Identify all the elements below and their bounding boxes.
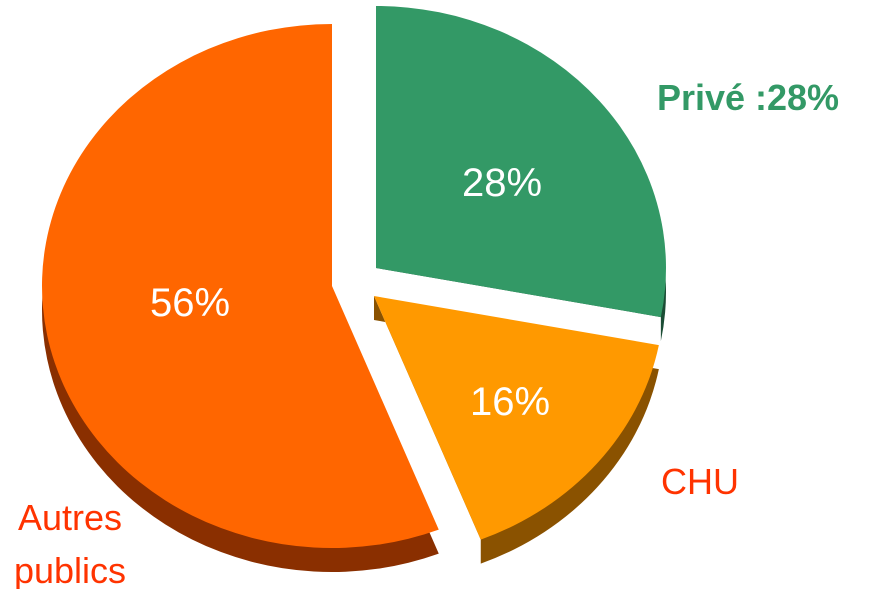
pie-slice-prive-28	[376, 6, 666, 318]
category-label-prive-28: Privé :28%	[657, 77, 839, 118]
value-label-chu: 16%	[470, 380, 550, 424]
pie-value-labels: 28% 16% 56%	[150, 161, 550, 424]
pie-slice-chu	[374, 296, 659, 540]
pie-category-labels: Privé :28% CHU Autres publics	[14, 77, 839, 589]
value-label-prive-28: 28%	[462, 161, 542, 205]
pie-slices	[42, 6, 666, 548]
value-label-autres-publics: 56%	[150, 281, 230, 325]
category-label-chu: CHU	[661, 461, 739, 502]
pie-slice-autres-publics	[42, 24, 439, 548]
category-label-autres-publics: Autres publics	[14, 497, 126, 589]
